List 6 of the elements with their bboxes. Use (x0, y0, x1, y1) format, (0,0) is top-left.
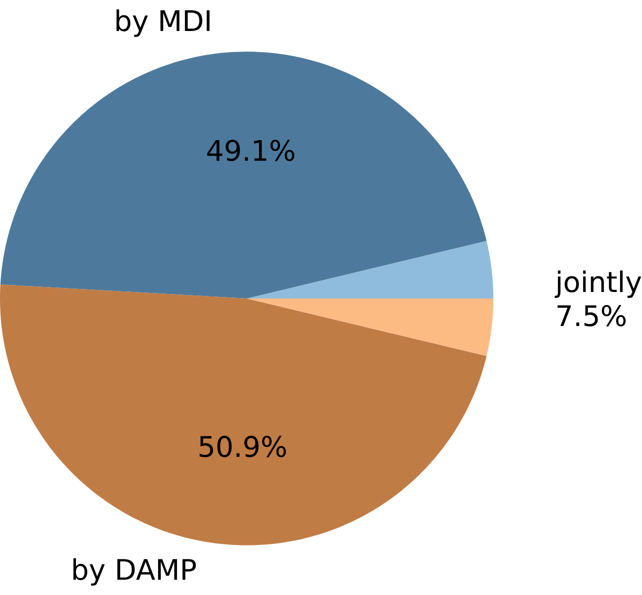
slice-label: by MDI (116, 9, 210, 37)
text: 50.9% (200, 436, 286, 458)
slice-label: by DAMP (73, 558, 196, 586)
text: 49.1% (207, 140, 294, 162)
slice-label: jointly (554, 270, 642, 298)
text: 7.5% (558, 304, 626, 326)
